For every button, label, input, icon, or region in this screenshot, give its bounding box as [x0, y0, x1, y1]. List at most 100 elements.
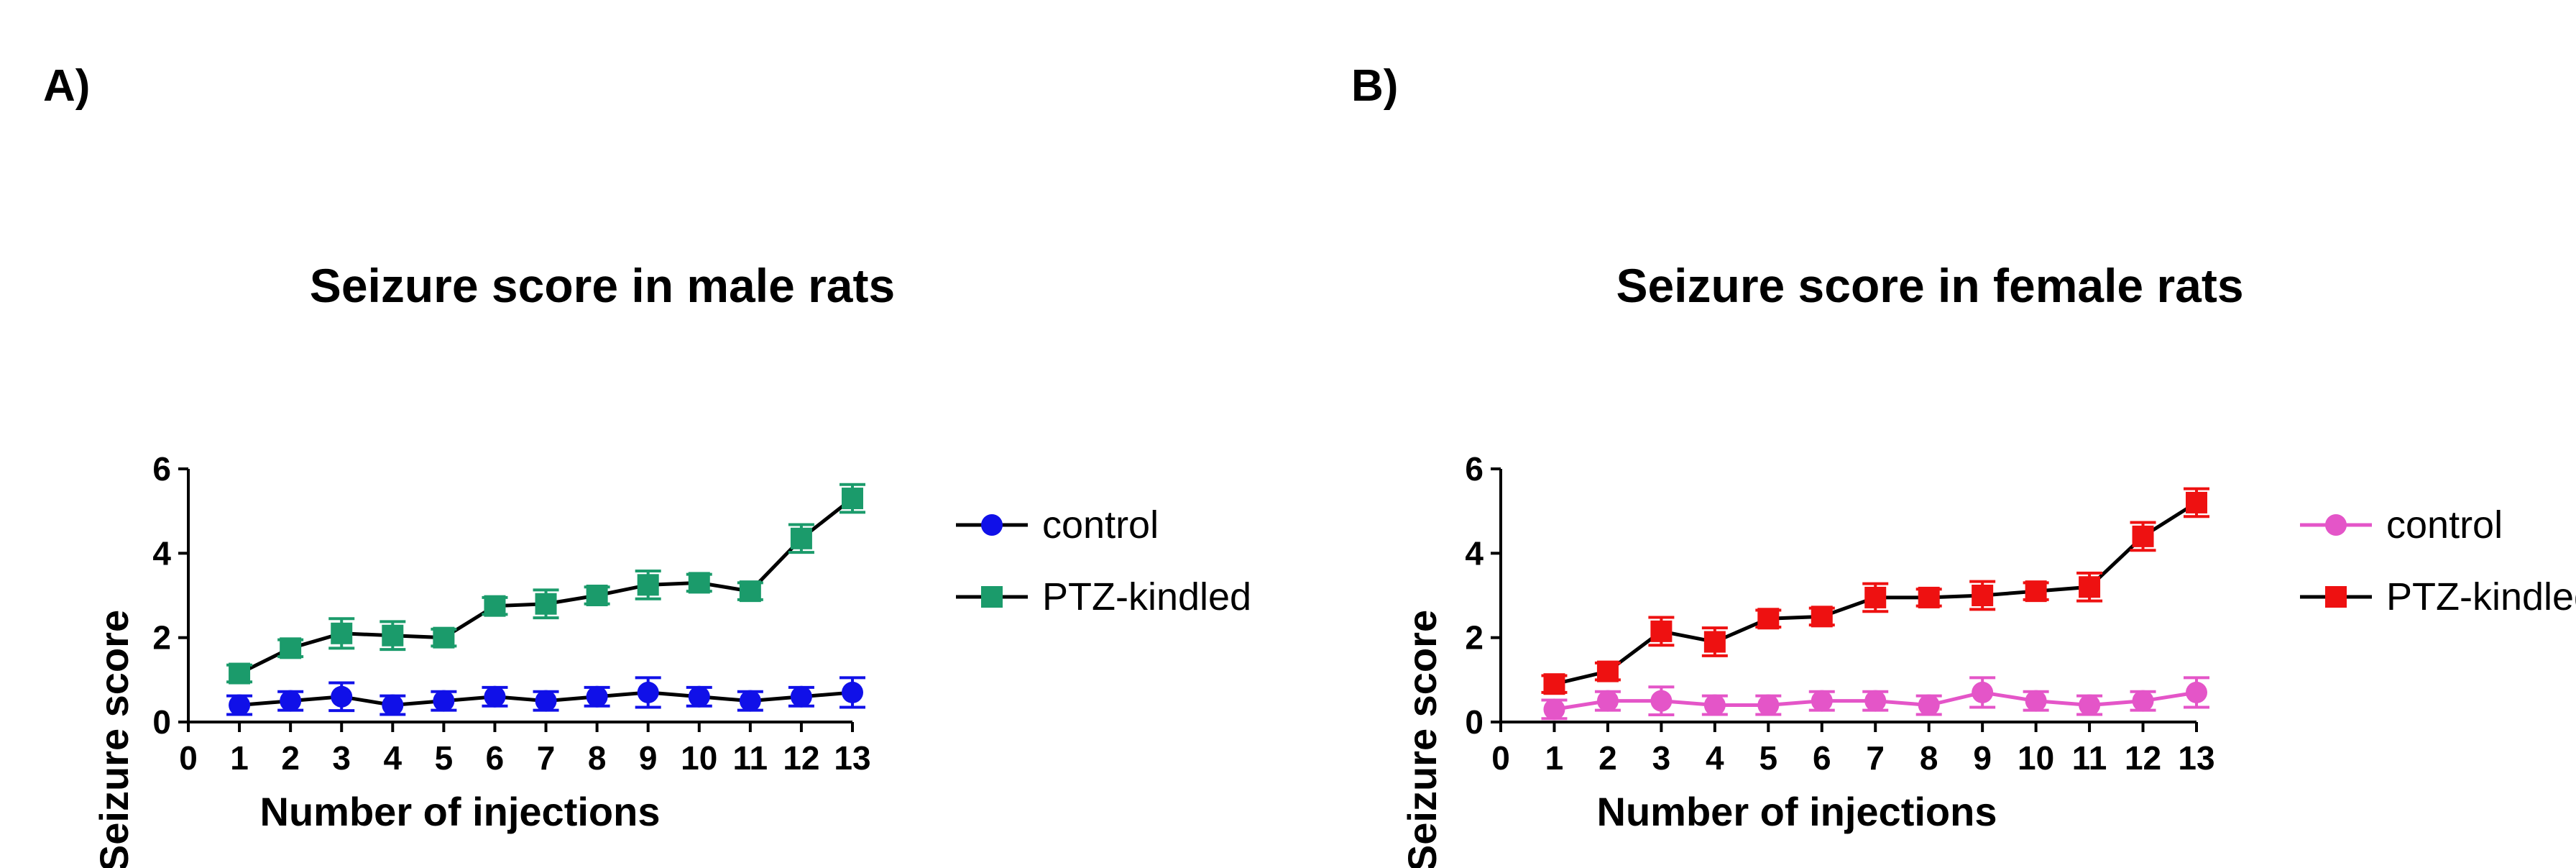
x-tick-label: 11	[2072, 739, 2107, 777]
data-point	[637, 574, 659, 596]
y-tick-label: 6	[152, 450, 171, 488]
x-tick-label: 12	[783, 739, 819, 777]
y-axis-label: Seizure score	[91, 610, 137, 868]
x-tick-label: 4	[1706, 739, 1724, 777]
legend-entry: PTZ-kindled	[2300, 575, 2576, 618]
data-point	[2132, 690, 2154, 712]
x-tick-label: 5	[1760, 739, 1778, 777]
y-tick-label: 0	[1465, 703, 1484, 741]
legend-entry: control	[956, 503, 1159, 547]
legend-marker	[981, 586, 1003, 608]
data-point	[433, 690, 455, 712]
x-tick-label: 5	[435, 739, 454, 777]
data-point	[1650, 690, 1673, 712]
data-point	[1596, 690, 1619, 712]
x-axis-label: Number of injections	[260, 789, 661, 834]
x-tick-label: 13	[834, 739, 870, 777]
data-point	[229, 694, 251, 716]
data-point	[1596, 660, 1619, 682]
x-tick-label: 9	[1973, 739, 1992, 777]
series-ptz-kindled	[1541, 487, 2209, 695]
x-tick-label: 10	[2018, 739, 2054, 777]
chart-title: Seizure score in male rats	[310, 259, 895, 312]
data-point	[1864, 586, 1887, 608]
y-tick-label: 2	[1465, 619, 1484, 657]
panel-a: A) Seizure score in male rats Number of …	[43, 61, 1251, 868]
x-tick-label: 2	[281, 739, 300, 777]
y-tick-label: 2	[152, 619, 171, 657]
y-axis-label: Seizure score	[1399, 610, 1445, 868]
x-tick-label: 0	[179, 739, 198, 777]
data-point	[842, 488, 863, 510]
x-tick-label: 2	[1598, 739, 1617, 777]
data-point	[790, 527, 812, 549]
series-control	[226, 676, 865, 716]
data-point	[1703, 694, 1726, 716]
data-point	[1811, 606, 1833, 628]
panel-b: B) Seizure score in female rats Number o…	[1351, 61, 2576, 868]
x-tick-label: 8	[588, 739, 607, 777]
data-point	[1918, 586, 1940, 608]
x-tick-label: 11	[733, 739, 768, 777]
x-tick-label: 13	[2178, 739, 2214, 777]
data-point	[688, 572, 710, 594]
x-tick-label: 7	[1866, 739, 1885, 777]
data-point	[688, 685, 710, 708]
data-point	[637, 681, 659, 703]
y-tick-label: 4	[1465, 534, 1484, 572]
x-tick-label: 6	[1813, 739, 1831, 777]
x-tick-label: 1	[230, 739, 249, 777]
data-point	[2025, 690, 2047, 712]
data-point	[739, 690, 761, 712]
data-point	[2025, 580, 2047, 603]
data-point	[1811, 690, 1833, 712]
x-tick-label: 12	[2125, 739, 2161, 777]
x-tick-label: 10	[681, 739, 717, 777]
data-point	[535, 690, 557, 712]
x-tick-label: 3	[332, 739, 351, 777]
data-point	[229, 662, 251, 685]
data-point	[1543, 673, 1565, 695]
data-point	[382, 624, 404, 647]
legend-entry: PTZ-kindled	[956, 575, 1251, 618]
legend-label: control	[1042, 503, 1159, 547]
x-tick-label: 1	[1545, 739, 1564, 777]
data-point	[331, 622, 353, 644]
data-point	[586, 585, 608, 606]
data-point	[1543, 698, 1565, 721]
data-point	[1650, 620, 1673, 642]
y-tick-label: 6	[1465, 450, 1484, 488]
x-tick-label: 6	[486, 739, 505, 777]
data-point	[1757, 608, 1780, 630]
data-point	[484, 685, 506, 708]
data-point	[1972, 681, 1994, 703]
x-tick-label: 8	[1920, 739, 1938, 777]
x-tick-label: 3	[1652, 739, 1671, 777]
legend-marker	[981, 514, 1003, 536]
legend-label: PTZ-kindled	[1042, 575, 1251, 618]
data-point	[790, 685, 812, 708]
data-point	[1703, 631, 1726, 653]
series-control	[1541, 676, 2209, 721]
x-tick-label: 7	[537, 739, 556, 777]
data-point	[1864, 690, 1887, 712]
panel-label: B)	[1351, 61, 1398, 111]
legend-entry: control	[2300, 503, 2503, 547]
x-axis-label: Number of injections	[1597, 789, 1997, 834]
data-point	[586, 685, 608, 708]
series-ptz-kindled	[226, 483, 865, 685]
data-point	[2186, 491, 2207, 513]
x-tick-label: 4	[384, 739, 402, 777]
y-tick-label: 0	[152, 703, 171, 741]
data-point	[280, 637, 302, 659]
data-point	[2186, 681, 2207, 703]
legend-marker	[2325, 514, 2347, 536]
data-point	[433, 626, 455, 649]
panel-label: A)	[43, 61, 90, 111]
legend-label: control	[2386, 503, 2503, 547]
data-point	[2079, 694, 2101, 716]
data-point	[739, 580, 761, 603]
data-point	[280, 690, 302, 712]
legend-marker	[2325, 586, 2347, 608]
